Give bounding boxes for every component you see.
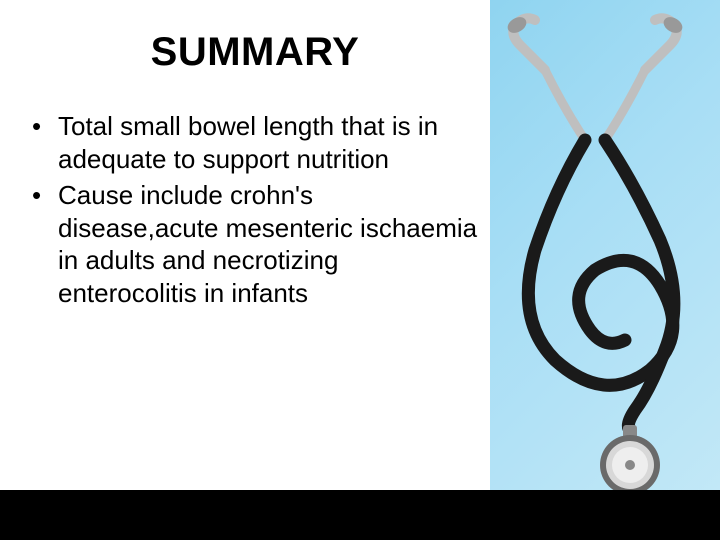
bullet-list: Total small bowel length that is in adeq… xyxy=(30,110,480,309)
bullet-item: Total small bowel length that is in adeq… xyxy=(30,110,480,175)
image-panel xyxy=(490,0,720,540)
slide: SUMMARY Total small bowel length that is… xyxy=(0,0,720,540)
stethoscope-icon xyxy=(485,10,720,500)
slide-title: SUMMARY xyxy=(30,30,480,75)
bottom-bar xyxy=(0,490,720,540)
content-area: SUMMARY Total small bowel length that is… xyxy=(0,0,490,540)
bullet-item: Cause include crohn's disease,acute mese… xyxy=(30,179,480,309)
